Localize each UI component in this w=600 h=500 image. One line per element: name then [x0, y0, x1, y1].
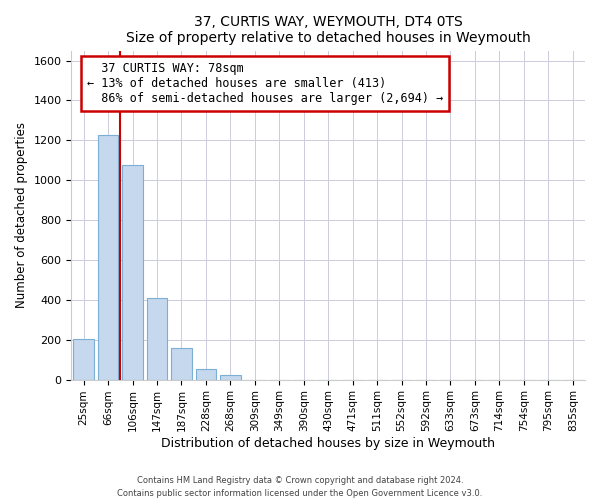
Text: Contains HM Land Registry data © Crown copyright and database right 2024.
Contai: Contains HM Land Registry data © Crown c… — [118, 476, 482, 498]
Bar — [146, 298, 167, 380]
Bar — [196, 368, 217, 380]
Bar — [171, 348, 192, 380]
Y-axis label: Number of detached properties: Number of detached properties — [15, 122, 28, 308]
Text: 37 CURTIS WAY: 78sqm
← 13% of detached houses are smaller (413)
  86% of semi-de: 37 CURTIS WAY: 78sqm ← 13% of detached h… — [87, 62, 443, 105]
Bar — [98, 136, 118, 380]
Bar — [73, 338, 94, 380]
Bar — [122, 165, 143, 380]
X-axis label: Distribution of detached houses by size in Weymouth: Distribution of detached houses by size … — [161, 437, 495, 450]
Title: 37, CURTIS WAY, WEYMOUTH, DT4 0TS
Size of property relative to detached houses i: 37, CURTIS WAY, WEYMOUTH, DT4 0TS Size o… — [126, 15, 530, 45]
Bar — [220, 374, 241, 380]
